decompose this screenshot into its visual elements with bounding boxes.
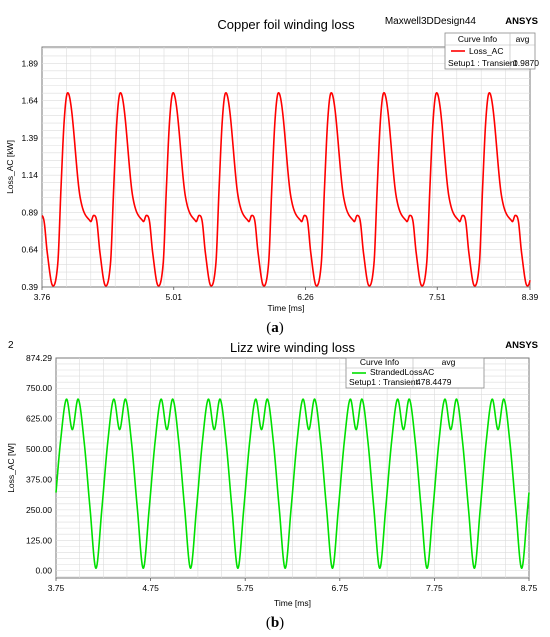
x-tick-label: 8.75 bbox=[521, 583, 538, 593]
legend-a: Curve Info avg Loss_AC Setup1 : Transient0.… bbox=[444, 32, 539, 70]
corner-label: 2 bbox=[8, 340, 14, 351]
x-tick-label: 3.76 bbox=[34, 292, 51, 302]
brand-label: ANSYS bbox=[505, 16, 538, 27]
x-tick-label: 5.01 bbox=[165, 292, 182, 302]
y-tick-label: 250.00 bbox=[26, 505, 52, 515]
caption-letter: a bbox=[271, 320, 279, 336]
y-tick-label: 375.00 bbox=[26, 474, 52, 484]
legend-header-value: avg bbox=[442, 357, 456, 367]
legend-entry-context: Setup1 : Transient bbox=[349, 377, 419, 387]
x-tick-label: 3.75 bbox=[48, 583, 65, 593]
legend-header-value: avg bbox=[516, 34, 530, 44]
x-tick-label: 7.75 bbox=[426, 583, 443, 593]
chart-a: 3.76 5.01 6.26 7.51 8.39 0.39 0.64 0.89 1.14 1.39… bbox=[5, 16, 539, 336]
series-line-StrandedLossAC bbox=[55, 398, 530, 570]
y-tick-label: 0.39 bbox=[21, 282, 38, 292]
legend-entry-name: Loss_AC bbox=[469, 46, 504, 56]
legend-entry-value: 0.9870 bbox=[513, 58, 539, 68]
y-axis-label: Loss_AC [W] bbox=[6, 443, 16, 493]
grid-b bbox=[56, 358, 529, 578]
chart-title: Lizz wire winding loss bbox=[230, 340, 355, 355]
y-tick-label: 750.00 bbox=[26, 383, 52, 393]
x-tick-label: 6.75 bbox=[332, 583, 349, 593]
y-tick-label: 1.39 bbox=[21, 133, 38, 143]
chart-title: Copper foil winding loss bbox=[217, 17, 355, 32]
x-axis-label: Time [ms] bbox=[268, 303, 305, 313]
y-tick-label: 625.00 bbox=[26, 414, 52, 424]
figure-caption-a: (a) bbox=[266, 320, 284, 336]
legend-entry-value: 478.4479 bbox=[416, 377, 452, 387]
y-tick-label: 0.64 bbox=[21, 245, 38, 255]
y-tick-label: 1.89 bbox=[21, 58, 38, 68]
y-tick-label: 500.00 bbox=[26, 444, 52, 454]
y-tick-label: 125.00 bbox=[26, 535, 52, 545]
series-line-Loss_AC bbox=[41, 91, 531, 287]
legend-header-name: Curve Info bbox=[360, 357, 399, 367]
design-label: Maxwell3DDesign44 bbox=[385, 16, 477, 27]
y-tick-label: 1.14 bbox=[21, 170, 38, 180]
x-tick-label: 7.51 bbox=[429, 292, 446, 302]
legend-entry-context: Setup1 : Transient bbox=[448, 58, 518, 68]
caption-letter: b bbox=[271, 615, 279, 631]
x-axis-label: Time [ms] bbox=[274, 598, 311, 608]
y-tick-label: 874.29 bbox=[26, 353, 52, 363]
y-axis-label: Loss_AC [kW] bbox=[5, 140, 15, 194]
legend-entry-name: StrandedLossAC bbox=[370, 367, 434, 377]
legend-header-name: Curve Info bbox=[458, 34, 497, 44]
chart-b: 3.75 4.75 5.75 6.75 7.75 8.75 0.00 125.00 250.00… bbox=[6, 340, 538, 631]
y-tick-label: 0.00 bbox=[35, 566, 52, 576]
brand-label: ANSYS bbox=[505, 340, 538, 351]
y-tick-label: 0.89 bbox=[21, 207, 38, 217]
x-tick-label: 8.39 bbox=[522, 292, 539, 302]
y-tick-label: 1.64 bbox=[21, 96, 38, 106]
figure-caption-b: (b) bbox=[266, 615, 284, 631]
x-tick-label: 5.75 bbox=[237, 583, 254, 593]
x-tick-label: 4.75 bbox=[142, 583, 159, 593]
legend-frame bbox=[345, 357, 485, 389]
grid-a bbox=[42, 47, 530, 287]
x-tick-label: 6.26 bbox=[297, 292, 314, 302]
